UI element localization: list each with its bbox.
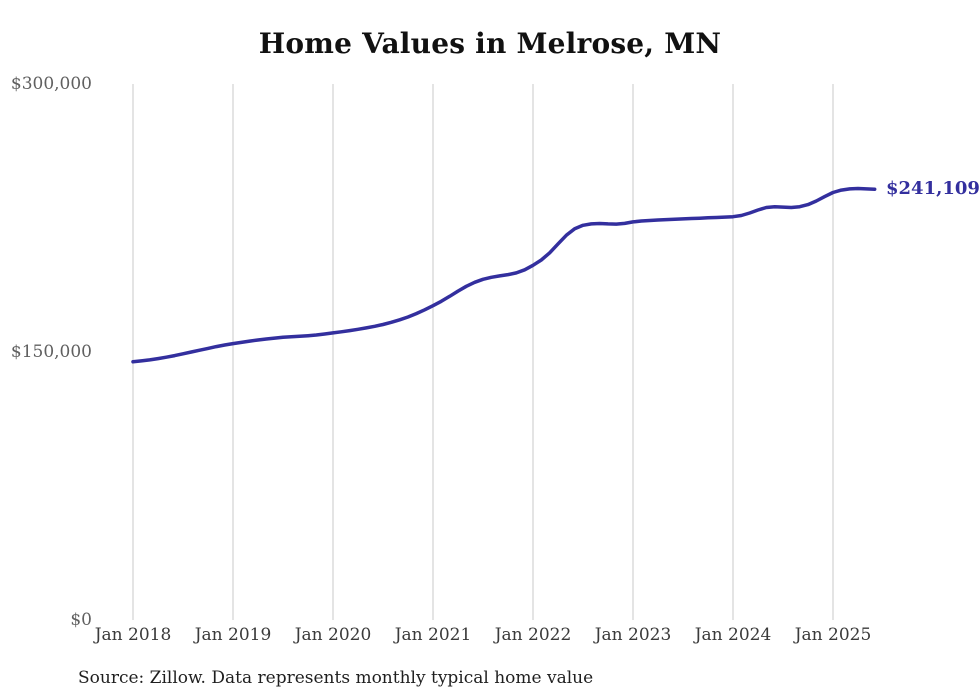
x-axis-tick-label: Jan 2023 — [594, 625, 672, 645]
x-axis-tick-label: Jan 2022 — [494, 625, 572, 645]
x-axis-tick-label: Jan 2019 — [194, 625, 272, 645]
latest-value-label: $241,109 — [886, 178, 980, 200]
x-axis-tick-label: Jan 2018 — [94, 625, 172, 645]
chart-title: Home Values in Melrose, MN — [258, 27, 722, 60]
vertical-gridlines — [132, 84, 834, 620]
y-axis-tick-label: $300,000 — [10, 74, 92, 94]
x-axis-tick-label: Jan 2020 — [294, 625, 372, 645]
home-value-series-line — [131, 186, 877, 364]
x-axis-tick-label: Jan 2024 — [694, 625, 772, 645]
source-note: Source: Zillow. Data represents monthly … — [78, 668, 594, 688]
y-axis-tick-label: $0 — [70, 610, 92, 630]
x-axis-tick-label: Jan 2025 — [794, 625, 872, 645]
x-axis-tick-label: Jan 2021 — [394, 625, 472, 645]
y-axis-tick-label: $150,000 — [10, 342, 92, 362]
